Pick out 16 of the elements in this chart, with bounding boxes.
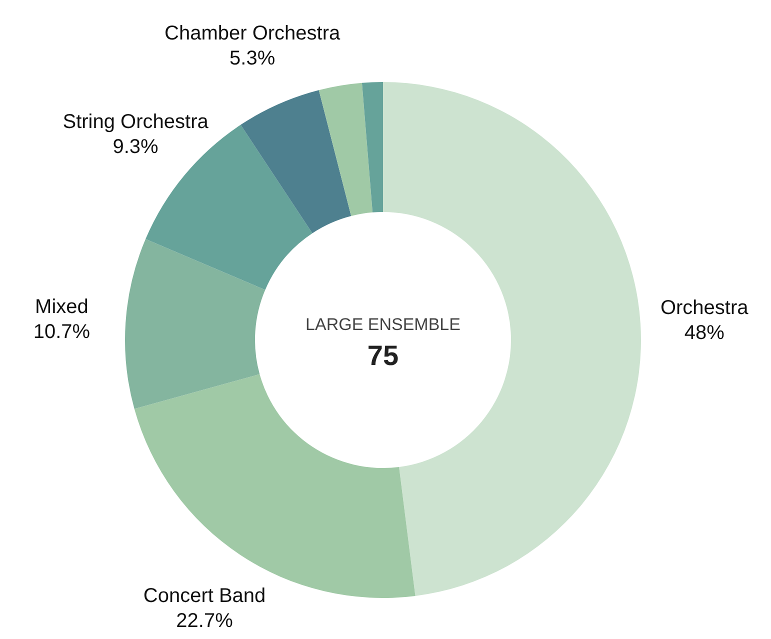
slice-label: Chamber Orchestra: [164, 22, 342, 45]
donut-slice: [362, 82, 383, 212]
data-label: 5.3%: [230, 48, 276, 70]
data-label: 22.7%: [176, 610, 234, 632]
donut-slice: [318, 82, 373, 216]
donut-slice: [125, 239, 266, 409]
data-label: 10.7%: [33, 320, 90, 343]
slice-label: String Orchestra: [62, 110, 210, 133]
donut-slice: [240, 90, 352, 234]
slice-label: Orchestra: [660, 296, 750, 319]
text: LARGE ENSEMBLE: [306, 315, 460, 334]
data-label: 9.3%: [112, 136, 159, 158]
slice-label: Mixed: [35, 296, 88, 318]
data-label: 48%: [684, 322, 725, 344]
slice-label: Concert Band: [143, 585, 266, 608]
text: 75: [367, 340, 399, 371]
